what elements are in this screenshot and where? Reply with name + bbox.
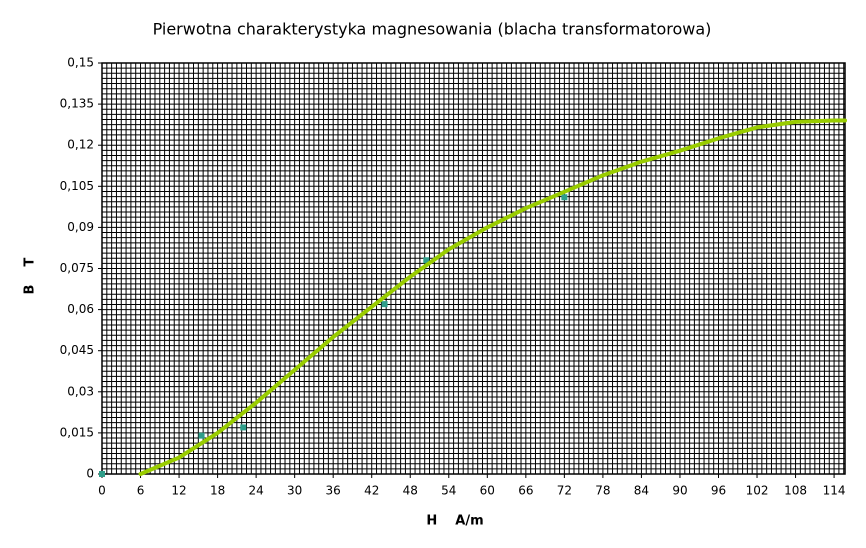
data-point bbox=[99, 471, 105, 477]
y-tick-label: 0,09 bbox=[67, 220, 94, 234]
y-tick-label: 0,03 bbox=[67, 384, 94, 398]
y-tick-label: 0,045 bbox=[60, 343, 94, 357]
x-tick-label: 42 bbox=[364, 484, 379, 498]
y-tick-label: 0,135 bbox=[60, 97, 94, 111]
x-tick-label: 48 bbox=[403, 484, 418, 498]
x-tick-label: 66 bbox=[518, 484, 533, 498]
chart-title: Pierwotna charakterystyka magnesowania (… bbox=[153, 20, 712, 39]
y-tick-label: 0,06 bbox=[67, 302, 94, 316]
x-tick-label: 108 bbox=[784, 484, 807, 498]
data-point bbox=[198, 432, 205, 439]
x-tick-label: 78 bbox=[595, 484, 610, 498]
data-point bbox=[423, 257, 430, 264]
y-tick-label: 0,075 bbox=[60, 261, 94, 275]
x-tick-label: 84 bbox=[634, 484, 649, 498]
fit-line bbox=[138, 118, 847, 476]
x-tick-label: 12 bbox=[171, 484, 186, 498]
x-tick-label: 30 bbox=[287, 484, 302, 498]
y-tick-label: 0,015 bbox=[60, 425, 94, 439]
x-tick-label: 114 bbox=[823, 484, 846, 498]
y-tick-label: 0,105 bbox=[60, 179, 94, 193]
y-tick-label: 0,12 bbox=[67, 138, 94, 152]
x-tick-label: 96 bbox=[711, 484, 726, 498]
x-axis-title: H A/m bbox=[426, 514, 483, 529]
x-tick-label: 36 bbox=[326, 484, 341, 498]
y-axis-title: B T bbox=[23, 257, 38, 294]
x-tick-label: 18 bbox=[210, 484, 225, 498]
x-tick-label: 72 bbox=[557, 484, 572, 498]
x-tick-label: 102 bbox=[746, 484, 769, 498]
data-point bbox=[240, 424, 247, 431]
x-tick-label: 90 bbox=[672, 484, 687, 498]
x-tick-label: 54 bbox=[441, 484, 456, 498]
x-tick-label: 0 bbox=[98, 484, 106, 498]
x-tick-label: 6 bbox=[137, 484, 145, 498]
x-tick-label: 24 bbox=[248, 484, 263, 498]
data-point bbox=[381, 301, 388, 308]
data-point bbox=[561, 194, 568, 201]
y-tick-label: 0,15 bbox=[67, 56, 94, 70]
plot-frame bbox=[101, 62, 846, 475]
x-tick-label: 60 bbox=[480, 484, 495, 498]
y-tick-label: 0 bbox=[86, 467, 94, 481]
